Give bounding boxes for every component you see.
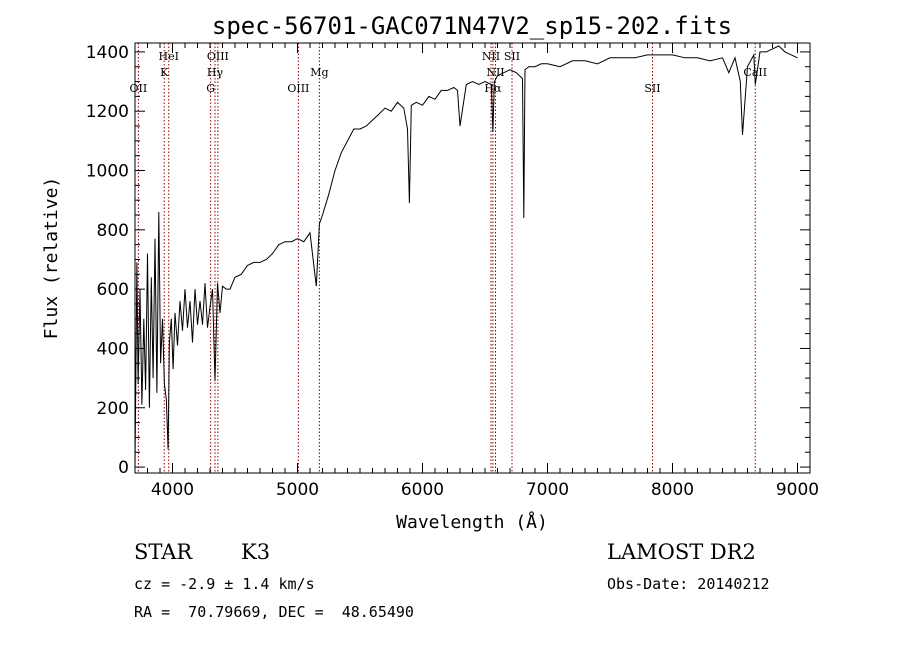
- emission-line-markers: [137, 43, 756, 473]
- line-label: OIII: [287, 82, 309, 95]
- spectrum-line: [134, 45, 798, 468]
- line-label: Hα: [484, 82, 502, 95]
- object-class: STAR: [134, 540, 193, 564]
- line-label: Hγ: [207, 66, 224, 79]
- y-tick-label: 800: [97, 221, 129, 241]
- chart-title: spec-56701-GAC071N47V2_sp15-202.fits: [212, 12, 732, 40]
- line-label: K: [160, 66, 169, 79]
- line-label: Mg: [310, 66, 328, 79]
- x-axis-ticks: 4000 5000 6000 7000 8000 9000: [134, 43, 819, 500]
- line-label: CaII: [743, 66, 767, 79]
- x-tick-label: 4000: [151, 480, 194, 500]
- y-axis-ticks: 0 200 400 600 800 1000 1200 1400: [86, 43, 810, 478]
- y-tick-label: 1200: [86, 102, 129, 122]
- object-subclass: K3: [241, 540, 271, 564]
- line-label: SII: [644, 82, 660, 95]
- y-tick-label: 1400: [86, 43, 129, 63]
- coordinates: RA = 70.79669, DEC = 48.65490: [134, 603, 414, 621]
- line-label: OIII: [207, 50, 229, 63]
- line-label: NII: [482, 50, 500, 63]
- x-tick-label: 7000: [526, 480, 569, 500]
- y-tick-label: 0: [118, 458, 129, 478]
- line-label: NII: [486, 66, 504, 79]
- x-tick-label: 9000: [776, 480, 819, 500]
- plot-frame: [134, 42, 811, 474]
- survey-name: LAMOST DR2: [607, 540, 756, 564]
- x-axis-label: Wavelength (Å): [396, 511, 548, 533]
- redshift-velocity: cz = -2.9 ± 1.4 km/s: [134, 575, 315, 593]
- x-tick-label: 6000: [401, 480, 444, 500]
- y-tick-label: 200: [97, 399, 129, 419]
- y-tick-label: 600: [97, 280, 129, 300]
- y-tick-label: 1000: [86, 162, 129, 182]
- line-label: HeI: [159, 50, 179, 63]
- y-tick-label: 400: [97, 339, 129, 359]
- y-axis-label: Flux (relative): [41, 177, 62, 340]
- x-tick-label: 8000: [651, 480, 694, 500]
- line-label: SII: [504, 50, 520, 63]
- observation-date: Obs-Date: 20140212: [607, 575, 770, 593]
- x-tick-label: 5000: [276, 480, 319, 500]
- line-label: G: [206, 82, 215, 95]
- line-label: OII: [130, 82, 148, 95]
